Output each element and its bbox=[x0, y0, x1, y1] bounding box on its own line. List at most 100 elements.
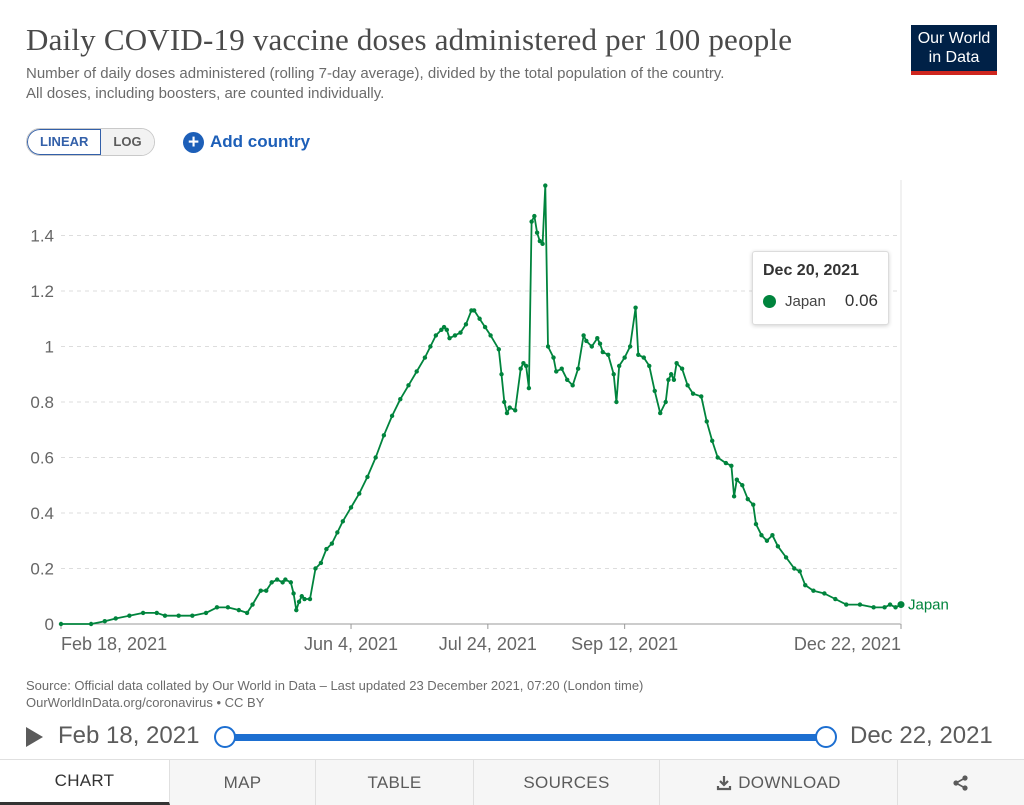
data-point[interactable] bbox=[668, 372, 674, 377]
data-point[interactable] bbox=[269, 580, 274, 585]
data-point[interactable] bbox=[679, 366, 685, 371]
data-point[interactable] bbox=[597, 341, 603, 346]
data-point[interactable] bbox=[564, 377, 570, 382]
data-point[interactable] bbox=[783, 555, 789, 560]
data-point[interactable] bbox=[127, 613, 132, 618]
data-point[interactable] bbox=[154, 610, 159, 616]
add-country-button[interactable]: + Add country bbox=[183, 130, 310, 154]
tab-sources[interactable]: SOURCES bbox=[474, 760, 660, 805]
data-point[interactable] bbox=[887, 602, 893, 607]
data-point[interactable] bbox=[176, 613, 181, 618]
data-point[interactable] bbox=[471, 308, 477, 313]
data-point[interactable] bbox=[622, 355, 627, 360]
data-point[interactable] bbox=[666, 377, 671, 382]
data-point[interactable] bbox=[893, 605, 898, 610]
data-point[interactable] bbox=[335, 530, 340, 535]
data-point[interactable] bbox=[236, 607, 242, 613]
data-point[interactable] bbox=[340, 519, 346, 524]
data-point[interactable] bbox=[463, 322, 469, 327]
data-point[interactable] bbox=[324, 546, 329, 552]
data-point[interactable] bbox=[844, 602, 849, 607]
data-point[interactable] bbox=[313, 566, 318, 571]
data-point[interactable] bbox=[636, 352, 641, 358]
data-point[interactable] bbox=[734, 477, 740, 482]
data-point[interactable] bbox=[302, 596, 307, 602]
data-point[interactable] bbox=[833, 596, 838, 602]
data-point[interactable] bbox=[294, 607, 299, 613]
data-point[interactable] bbox=[244, 610, 250, 616]
tab-chart[interactable]: CHART bbox=[0, 760, 170, 805]
data-point[interactable] bbox=[452, 333, 458, 338]
data-point[interactable] bbox=[715, 455, 720, 460]
data-point[interactable] bbox=[389, 413, 395, 419]
data-point[interactable] bbox=[521, 360, 526, 366]
data-point[interactable] bbox=[797, 569, 802, 574]
data-point[interactable] bbox=[318, 560, 324, 566]
data-point[interactable] bbox=[822, 591, 827, 596]
tab-share[interactable] bbox=[898, 760, 1024, 805]
tab-table[interactable]: TABLE bbox=[316, 760, 474, 805]
data-point[interactable] bbox=[296, 599, 302, 604]
data-point[interactable] bbox=[162, 613, 168, 618]
timeline-track[interactable] bbox=[226, 734, 826, 741]
data-point[interactable] bbox=[250, 602, 255, 607]
data-point[interactable] bbox=[857, 602, 863, 607]
data-point[interactable] bbox=[365, 474, 370, 480]
data-point[interactable] bbox=[113, 616, 118, 621]
data-point[interactable] bbox=[764, 538, 770, 543]
data-point[interactable] bbox=[504, 410, 510, 416]
data-point[interactable] bbox=[499, 372, 504, 377]
data-point[interactable] bbox=[710, 438, 715, 444]
data-point[interactable] bbox=[600, 349, 605, 355]
data-point[interactable] bbox=[584, 338, 589, 344]
data-point[interactable] bbox=[488, 333, 493, 338]
data-point[interactable] bbox=[611, 372, 616, 377]
data-point[interactable] bbox=[523, 363, 529, 369]
data-point[interactable] bbox=[274, 577, 280, 582]
data-point[interactable] bbox=[690, 391, 696, 396]
data-point[interactable] bbox=[507, 405, 512, 410]
data-point[interactable] bbox=[811, 588, 816, 593]
data-point[interactable] bbox=[288, 580, 294, 585]
data-point[interactable] bbox=[529, 219, 534, 224]
data-point[interactable] bbox=[543, 183, 548, 188]
data-point[interactable] bbox=[264, 588, 269, 593]
data-point[interactable] bbox=[534, 230, 540, 235]
data-point[interactable] bbox=[803, 582, 808, 588]
data-point[interactable] bbox=[699, 394, 704, 399]
data-point[interactable] bbox=[658, 410, 663, 416]
data-point[interactable] bbox=[433, 333, 439, 338]
data-point[interactable] bbox=[589, 344, 595, 349]
play-icon[interactable] bbox=[26, 727, 43, 747]
data-point[interactable] bbox=[770, 533, 775, 538]
data-point[interactable] bbox=[422, 355, 428, 360]
data-point[interactable] bbox=[203, 610, 209, 616]
data-point[interactable] bbox=[140, 610, 146, 616]
data-point[interactable] bbox=[775, 544, 781, 549]
data-point[interactable] bbox=[214, 605, 220, 610]
data-point[interactable] bbox=[513, 408, 518, 413]
data-point[interactable] bbox=[348, 505, 354, 510]
data-point[interactable] bbox=[398, 397, 403, 402]
data-point[interactable] bbox=[647, 363, 652, 369]
data-point[interactable] bbox=[477, 316, 482, 321]
data-point[interactable] bbox=[439, 327, 444, 333]
series-layer[interactable] bbox=[58, 183, 904, 627]
data-point[interactable] bbox=[740, 483, 745, 488]
timeline-end-handle[interactable] bbox=[815, 726, 837, 748]
data-point[interactable] bbox=[447, 335, 452, 341]
data-point[interactable] bbox=[614, 399, 619, 405]
data-point[interactable] bbox=[745, 496, 750, 502]
data-point[interactable] bbox=[441, 324, 447, 330]
data-point[interactable] bbox=[532, 213, 537, 219]
data-point[interactable] bbox=[792, 566, 797, 571]
data-point[interactable] bbox=[482, 324, 488, 330]
data-point[interactable] bbox=[882, 605, 887, 610]
data-point[interactable] bbox=[291, 591, 296, 596]
data-point[interactable] bbox=[540, 241, 545, 247]
owid-logo[interactable]: Our World in Data bbox=[911, 25, 997, 75]
data-point[interactable] bbox=[280, 580, 285, 585]
data-point[interactable] bbox=[551, 355, 556, 360]
tab-download[interactable]: DOWNLOAD bbox=[660, 760, 898, 805]
data-point[interactable] bbox=[633, 305, 638, 310]
